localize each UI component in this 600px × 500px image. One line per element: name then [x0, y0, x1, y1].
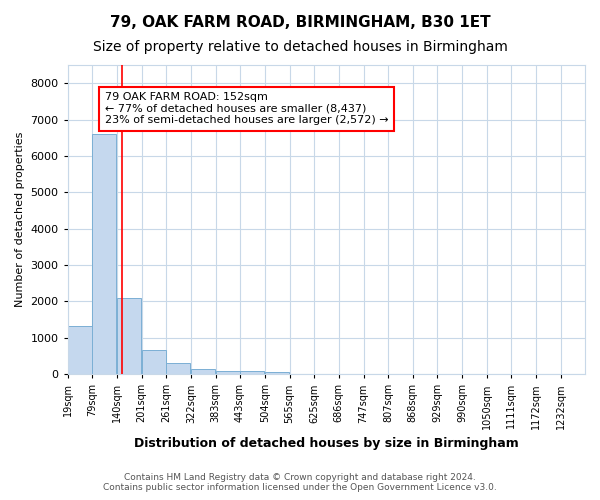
- Bar: [265, 372, 289, 374]
- Bar: [117, 298, 141, 374]
- Text: Contains HM Land Registry data © Crown copyright and database right 2024.
Contai: Contains HM Land Registry data © Crown c…: [103, 473, 497, 492]
- Bar: [215, 370, 240, 374]
- Bar: [191, 368, 215, 374]
- Y-axis label: Number of detached properties: Number of detached properties: [15, 132, 25, 308]
- Bar: [240, 370, 265, 374]
- Bar: [92, 134, 116, 374]
- Bar: [68, 326, 92, 374]
- X-axis label: Distribution of detached houses by size in Birmingham: Distribution of detached houses by size …: [134, 437, 519, 450]
- Text: 79 OAK FARM ROAD: 152sqm
← 77% of detached houses are smaller (8,437)
23% of sem: 79 OAK FARM ROAD: 152sqm ← 77% of detach…: [104, 92, 388, 126]
- Text: Size of property relative to detached houses in Birmingham: Size of property relative to detached ho…: [92, 40, 508, 54]
- Text: 79, OAK FARM ROAD, BIRMINGHAM, B30 1ET: 79, OAK FARM ROAD, BIRMINGHAM, B30 1ET: [110, 15, 490, 30]
- Bar: [166, 363, 190, 374]
- Bar: [142, 350, 166, 374]
